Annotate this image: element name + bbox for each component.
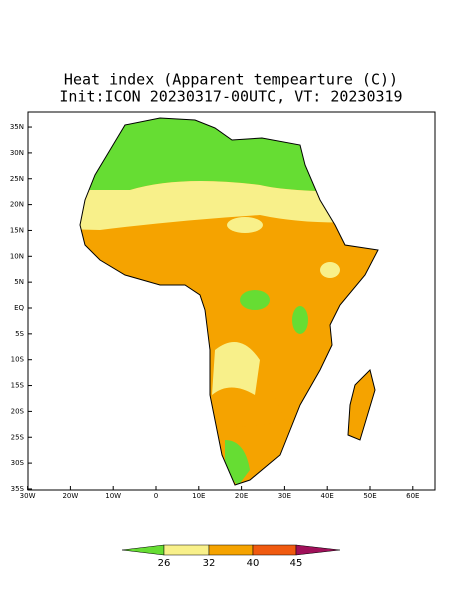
colorbar [121, 544, 341, 556]
lon-tick-label: 20E [235, 492, 248, 500]
lon-tick-label: 0 [154, 492, 158, 500]
coastline [79, 117, 379, 486]
lat-tick-label: 15S [11, 382, 25, 390]
lat-tick-label: 10N [10, 252, 24, 260]
lat-tick-label: 20N [10, 201, 24, 209]
lat-tick-label: 5S [15, 330, 24, 338]
colorbar-label: 45 [290, 558, 303, 569]
lat-tick-label: 25N [10, 175, 24, 183]
lat-tick-label: 30N [10, 149, 24, 157]
lat-tick-label: 35N [10, 123, 24, 131]
lon-tick-label: 20W [62, 492, 78, 500]
lon-tick-label: 30W [20, 492, 36, 500]
lat-tick-label: 20S [11, 407, 25, 415]
lat-tick-label: 10S [11, 356, 25, 364]
lon-tick-label: 50E [363, 492, 376, 500]
colorbar-label: 40 [247, 558, 260, 569]
colorbar-label: 26 [158, 558, 171, 569]
subtitle: Init:ICON 20230317-00UTC, VT: 20230319 [59, 88, 402, 106]
lon-tick-label: 30E [278, 492, 291, 500]
lat-tick-label: 25S [11, 433, 25, 441]
lat-tick-label: 35S [11, 485, 25, 493]
lon-tick-label: 40E [321, 492, 334, 500]
lat-tick-label: 15N [10, 226, 24, 234]
title: Heat index (Apparent tempearture (C)) [64, 71, 398, 89]
lon-tick-label: 60E [406, 492, 419, 500]
colorbar-label: 32 [203, 558, 216, 569]
lon-tick-label: 10E [192, 492, 205, 500]
madagascar [347, 369, 376, 441]
lon-tick-label: 10W [105, 492, 121, 500]
lat-tick-label: 30S [11, 459, 25, 467]
lat-tick-label: EQ [14, 304, 24, 312]
lat-tick-label: 5N [14, 278, 24, 286]
